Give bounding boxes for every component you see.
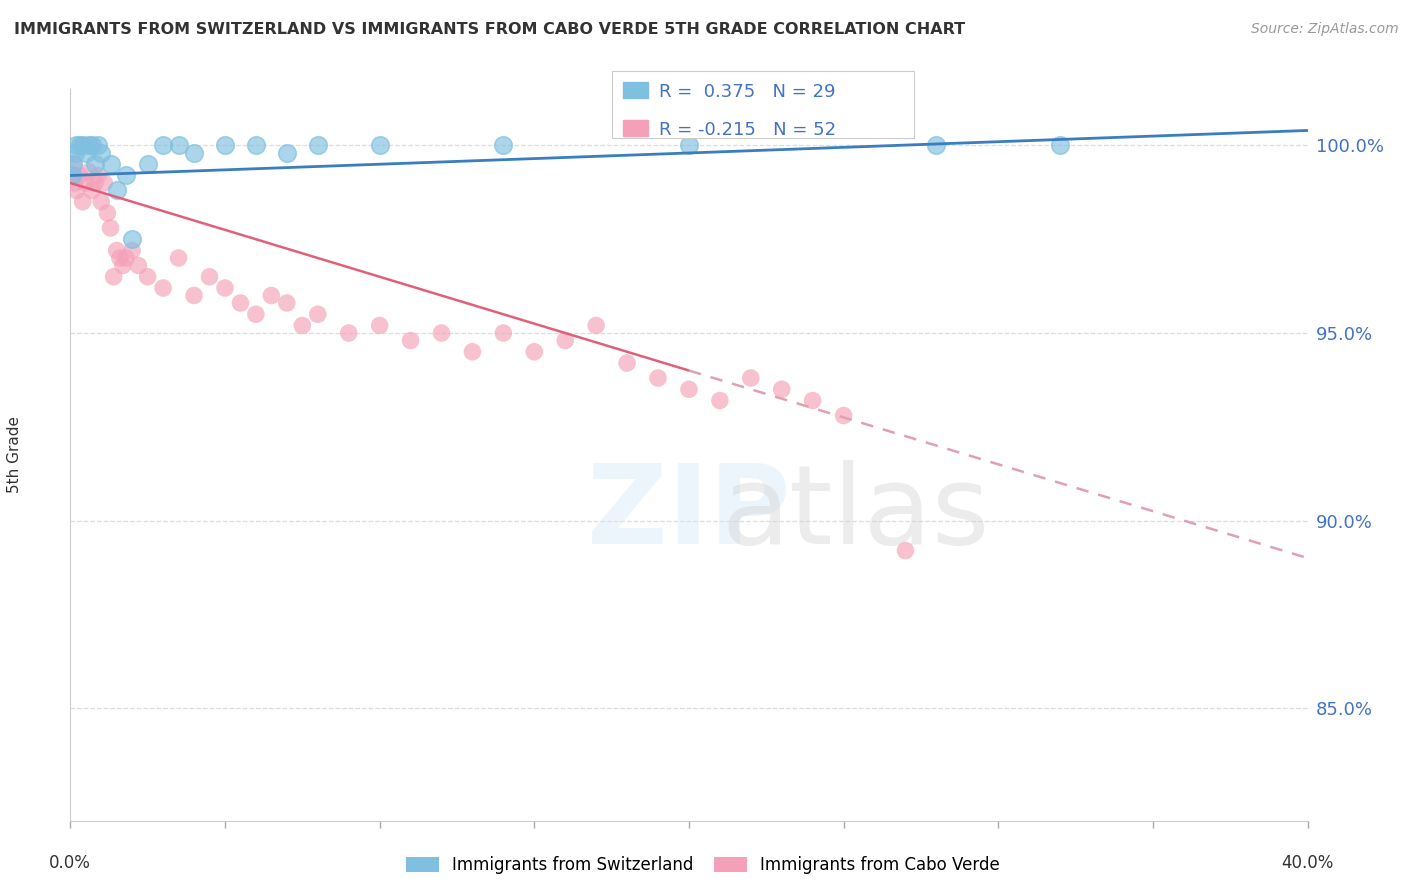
Point [337,326,360,340]
Text: R =  0.375   N = 29: R = 0.375 N = 29 [659,83,837,101]
Legend: Immigrants from Switzerland, Immigrants from Cabo Verde: Immigrants from Switzerland, Immigrants … [401,851,1005,880]
Point [430,326,453,340]
Point [523,344,546,359]
Text: IMMIGRANTS FROM SWITZERLAND VS IMMIGRANTS FROM CABO VERDE 5TH GRADE CORRELATION : IMMIGRANTS FROM SWITZERLAND VS IMMIGRANT… [14,22,965,37]
Point [399,334,422,348]
Point [60,169,83,183]
Point [103,269,125,284]
Point [62,157,84,171]
Point [492,326,515,340]
Point [65,184,87,198]
Point [127,259,149,273]
Point [90,194,112,209]
Text: Source: ZipAtlas.com: Source: ZipAtlas.com [1251,22,1399,37]
Point [229,296,252,310]
Text: R = -0.215   N = 52: R = -0.215 N = 52 [659,121,837,139]
Point [678,382,700,396]
Point [63,145,86,160]
Point [108,251,131,265]
Point [1049,138,1071,153]
Point [84,157,107,171]
Point [770,382,793,396]
Point [167,138,190,153]
Point [214,138,236,153]
Point [80,184,103,198]
Point [87,169,110,183]
Point [62,157,84,171]
Point [183,288,205,302]
Point [214,281,236,295]
Point [105,184,128,198]
Point [245,307,267,321]
Point [111,259,134,273]
Text: atlas: atlas [721,460,990,567]
Point [69,138,91,153]
Point [152,138,174,153]
Point [65,138,87,153]
Point [136,157,159,171]
Point [77,138,100,153]
Point [80,138,103,153]
Point [115,169,138,183]
Point [115,251,138,265]
Point [183,145,205,160]
Text: 0.0%: 0.0% [49,855,91,872]
Text: 5th Grade: 5th Grade [7,417,22,493]
Point [167,251,190,265]
Point [832,409,855,423]
Point [105,244,128,258]
Point [245,138,267,153]
Point [801,393,824,408]
Point [492,138,515,153]
Point [740,371,762,385]
Point [647,371,669,385]
Point [585,318,607,333]
Point [368,138,391,153]
Point [100,221,122,235]
Point [368,318,391,333]
Point [72,138,94,153]
Point [276,296,298,310]
Point [63,176,86,190]
Point [72,194,94,209]
Point [152,281,174,295]
Point [461,344,484,359]
Point [87,138,110,153]
Point [96,206,118,220]
Point [100,157,122,171]
Point [90,145,112,160]
Point [925,138,948,153]
Point [307,138,329,153]
Point [84,176,107,190]
Point [678,138,700,153]
Point [75,176,97,190]
Point [616,356,638,370]
Point [69,169,91,183]
Text: ZIP: ZIP [588,460,790,567]
Point [93,176,115,190]
Point [260,288,283,302]
Point [291,318,314,333]
Point [121,244,143,258]
Point [121,232,143,246]
Point [60,169,83,183]
Point [75,145,97,160]
Point [136,269,159,284]
Point [554,334,576,348]
Point [307,307,329,321]
Point [198,269,221,284]
Text: 40.0%: 40.0% [1281,855,1334,872]
Point [709,393,731,408]
Point [276,145,298,160]
Point [894,543,917,558]
Point [77,165,100,179]
